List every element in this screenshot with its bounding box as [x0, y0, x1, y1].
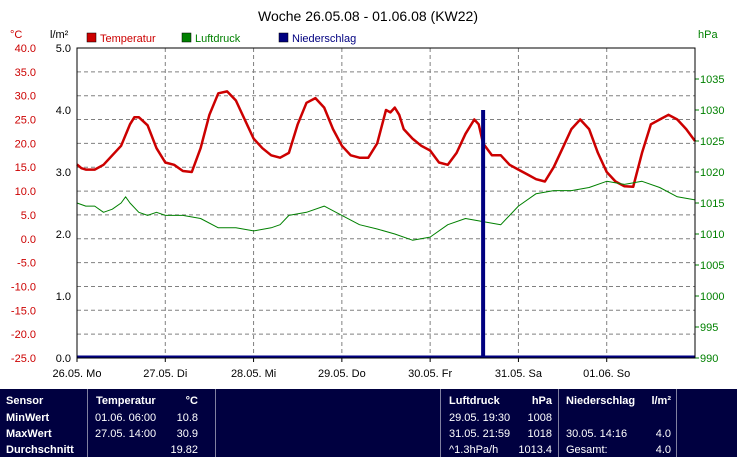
pressure-trend: ^1.3hPa/h	[449, 444, 499, 456]
pressure-tick-label: 1025	[700, 136, 724, 148]
temp-max-time: 27.05. 14:00	[95, 428, 157, 440]
rain-bar	[481, 110, 486, 358]
temp-avg-value: 19.82	[170, 444, 198, 456]
temp-tick-label: -15.0	[11, 305, 36, 317]
rain-tick-label: 2.0	[56, 229, 71, 241]
temp-tick-label: 10.0	[15, 186, 36, 198]
pressure-unit-header: hPa	[531, 395, 552, 407]
pressure-unit-label: hPa	[698, 29, 718, 41]
temp-tick-label: -5.0	[17, 258, 36, 270]
pressure-tick-label: 1030	[700, 105, 724, 117]
legend-label-niederschlag: Niederschlag	[292, 33, 356, 45]
row-label-avg: Durchschnitt	[6, 444, 74, 456]
temperature-line	[76, 90, 697, 189]
x-tick-label: 29.05. Do	[318, 368, 366, 380]
plot-frame	[76, 47, 696, 359]
pressure-tick-label: 990	[700, 353, 718, 365]
temp-tick-label: 30.0	[15, 91, 36, 103]
temp-tick-label: -10.0	[11, 281, 36, 293]
rain-header: Niederschlag	[566, 395, 636, 407]
rain-total-label: Gesamt:	[566, 444, 608, 456]
pressure-tick-label: 1000	[700, 291, 724, 303]
rain-unit-header: l/m²	[651, 395, 671, 407]
divider	[676, 389, 677, 457]
divider	[215, 389, 216, 457]
temp-unit-label: °C	[10, 29, 22, 41]
temp-tick-label: -20.0	[11, 329, 36, 341]
divider	[440, 389, 441, 457]
temp-unit-header: °C	[185, 395, 198, 407]
rain-tick-label: 5.0	[56, 43, 71, 55]
temp-tick-label: -25.0	[11, 353, 36, 365]
divider	[87, 389, 88, 457]
temp-tick-label: 20.0	[15, 138, 36, 150]
axis-ticks: 40.0 35.0 30.0 25.0 20.0 15.0 10.0 5.0 0.0 -5.0 -1…	[11, 43, 725, 380]
x-tick-label: 30.05. Fr	[408, 368, 452, 380]
x-tick-label: 01.06. So	[583, 368, 630, 380]
temp-tick-label: 25.0	[15, 115, 36, 127]
rain-tick-label: 1.0	[56, 291, 71, 303]
pressure-tick-label: 1005	[700, 260, 724, 272]
rain-tick-label: 3.0	[56, 167, 71, 179]
x-tick-label: 26.05. Mo	[53, 368, 102, 380]
pressure-tick-label: 1020	[700, 167, 724, 179]
statistics-panel: Sensor Temperatur °C Luftdruck hPa Niede…	[0, 389, 737, 457]
rain-tick-label: 0.0	[56, 353, 71, 365]
pressure-max-value: 1018	[527, 428, 552, 440]
temp-tick-label: 40.0	[15, 43, 36, 55]
temp-header: Temperatur	[96, 395, 156, 407]
pressure-max-time: 31.05. 21:59	[449, 428, 511, 440]
row-label-min: MinWert	[6, 412, 50, 424]
legend-label-luftdruck: Luftdruck	[195, 33, 241, 45]
sensor-header: Sensor	[6, 395, 44, 407]
pressure-tick-label: 1015	[700, 198, 724, 210]
pressure-line	[76, 180, 696, 241]
temp-tick-label: 35.0	[15, 67, 36, 79]
series	[76, 90, 697, 359]
pressure-tick-label: 995	[700, 322, 718, 334]
pressure-header: Luftdruck	[449, 395, 500, 407]
temp-tick-label: 0.0	[21, 234, 36, 246]
pressure-min-time: 29.05. 19:30	[449, 412, 511, 424]
temp-min-time: 01.06. 06:00	[95, 412, 157, 424]
temp-min-value: 10.8	[176, 412, 198, 424]
pressure-min-value: 1008	[527, 412, 552, 424]
chart-title: Woche 26.05.08 - 01.06.08 (KW22)	[258, 8, 478, 24]
pressure-tick-label: 1035	[700, 74, 724, 86]
pressure-avg-value: 1013.4	[518, 444, 552, 456]
x-tick-label: 31.05. Sa	[495, 368, 543, 380]
rain-total-value: 4.0	[655, 444, 671, 456]
legend: Temperatur Luftdruck Niederschlag	[86, 32, 356, 45]
legend-label-temperatur: Temperatur	[100, 33, 156, 45]
rain-unit-label: l/m²	[50, 29, 69, 41]
x-tick-label: 28.05. Mi	[231, 368, 276, 380]
temp-tick-label: 5.0	[21, 210, 36, 222]
rain-max-value: 4.0	[655, 428, 671, 440]
legend-swatch-niederschlag	[278, 32, 289, 43]
x-tick-label: 27.05. Di	[143, 368, 187, 380]
temp-tick-label: 15.0	[15, 162, 36, 174]
legend-swatch-temperatur	[86, 32, 97, 43]
pressure-tick-label: 1010	[700, 229, 724, 241]
grid	[77, 48, 695, 358]
legend-swatch-luftdruck	[181, 32, 192, 43]
chart-area: Woche 26.05.08 - 01.06.08 (KW22) °C l/m²…	[10, 8, 725, 380]
divider	[558, 389, 559, 457]
row-label-max: MaxWert	[6, 428, 52, 440]
rain-tick-label: 4.0	[56, 105, 71, 117]
temp-max-value: 30.9	[176, 428, 198, 440]
rain-max-time: 30.05. 14:16	[566, 428, 628, 440]
